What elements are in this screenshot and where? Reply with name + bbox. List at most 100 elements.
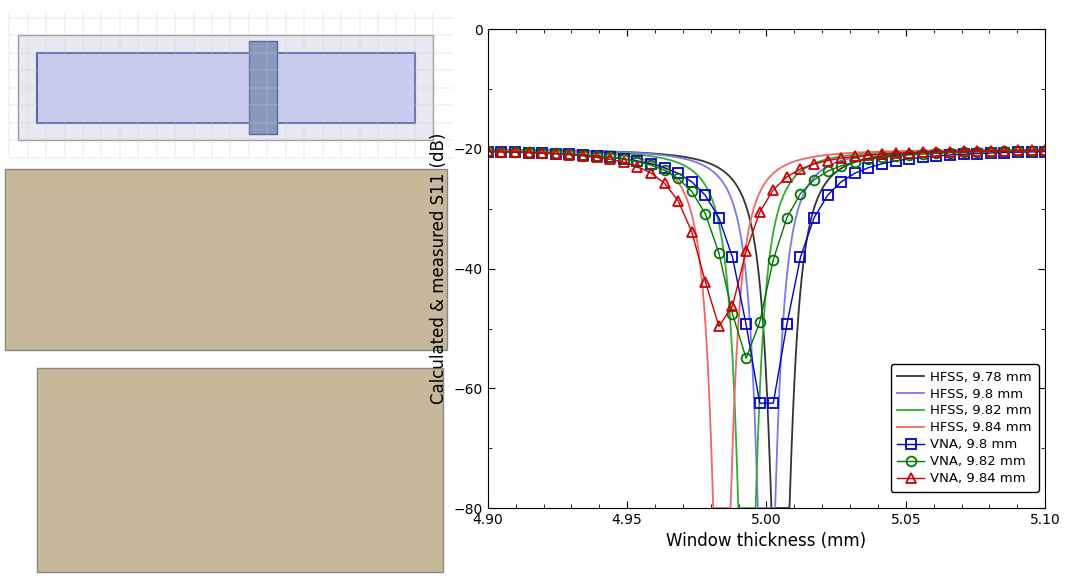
VNA, 9.82 mm bbox=[481, 148, 494, 155]
VNA, 9.82 mm bbox=[984, 148, 997, 155]
VNA, 9.8 mm bbox=[577, 151, 590, 158]
VNA, 9.84 mm bbox=[930, 148, 943, 155]
HFSS, 9.8 mm bbox=[545, 147, 557, 154]
HFSS, 9.78 mm bbox=[481, 146, 494, 153]
HFSS, 9.84 mm bbox=[578, 149, 591, 156]
VNA, 9.84 mm bbox=[1012, 147, 1025, 154]
HFSS, 9.84 mm bbox=[545, 148, 557, 155]
FancyBboxPatch shape bbox=[18, 35, 433, 140]
VNA, 9.8 mm bbox=[1039, 148, 1052, 155]
VNA, 9.8 mm bbox=[631, 158, 644, 165]
VNA, 9.82 mm bbox=[903, 151, 915, 158]
VNA, 9.8 mm bbox=[766, 399, 779, 406]
HFSS, 9.84 mm bbox=[968, 147, 981, 154]
VNA, 9.8 mm bbox=[508, 149, 521, 156]
HFSS, 9.78 mm bbox=[695, 157, 708, 164]
VNA, 9.8 mm bbox=[740, 321, 753, 328]
VNA, 9.8 mm bbox=[903, 155, 915, 162]
VNA, 9.82 mm bbox=[672, 175, 685, 182]
VNA, 9.82 mm bbox=[821, 168, 834, 175]
VNA, 9.84 mm bbox=[522, 149, 535, 156]
VNA, 9.82 mm bbox=[563, 151, 576, 158]
VNA, 9.84 mm bbox=[495, 148, 508, 155]
VNA, 9.8 mm bbox=[754, 399, 766, 406]
VNA, 9.82 mm bbox=[549, 150, 562, 157]
VNA, 9.8 mm bbox=[536, 150, 549, 157]
VNA, 9.8 mm bbox=[848, 170, 861, 177]
VNA, 9.82 mm bbox=[536, 150, 549, 157]
VNA, 9.84 mm bbox=[889, 150, 902, 157]
VNA, 9.82 mm bbox=[889, 152, 902, 159]
HFSS, 9.82 mm bbox=[1028, 146, 1041, 153]
VNA, 9.82 mm bbox=[644, 162, 657, 169]
VNA, 9.84 mm bbox=[794, 165, 807, 172]
HFSS, 9.84 mm bbox=[719, 505, 732, 512]
HFSS, 9.84 mm bbox=[481, 147, 494, 154]
HFSS, 9.8 mm bbox=[578, 147, 591, 154]
VNA, 9.8 mm bbox=[794, 253, 807, 260]
VNA, 9.84 mm bbox=[903, 150, 915, 157]
Line: HFSS, 9.78 mm: HFSS, 9.78 mm bbox=[488, 150, 1045, 508]
X-axis label: Window thickness (mm): Window thickness (mm) bbox=[667, 533, 866, 551]
HFSS, 9.8 mm bbox=[695, 161, 708, 168]
VNA, 9.82 mm bbox=[930, 150, 943, 157]
Legend: HFSS, 9.78 mm, HFSS, 9.8 mm, HFSS, 9.82 mm, HFSS, 9.84 mm, VNA, 9.8 mm, VNA, 9.8: HFSS, 9.78 mm, HFSS, 9.8 mm, HFSS, 9.82 … bbox=[891, 364, 1039, 492]
VNA, 9.82 mm bbox=[971, 148, 984, 155]
Line: VNA, 9.8 mm: VNA, 9.8 mm bbox=[482, 147, 1051, 408]
VNA, 9.82 mm bbox=[917, 151, 929, 158]
VNA, 9.8 mm bbox=[590, 152, 602, 159]
VNA, 9.84 mm bbox=[508, 148, 521, 155]
VNA, 9.82 mm bbox=[658, 167, 671, 174]
HFSS, 9.78 mm bbox=[765, 505, 778, 512]
Line: HFSS, 9.82 mm: HFSS, 9.82 mm bbox=[488, 150, 1045, 508]
VNA, 9.82 mm bbox=[740, 354, 753, 361]
VNA, 9.8 mm bbox=[1025, 148, 1038, 155]
VNA, 9.82 mm bbox=[577, 151, 590, 158]
FancyBboxPatch shape bbox=[36, 53, 415, 123]
VNA, 9.8 mm bbox=[644, 160, 657, 167]
VNA, 9.84 mm bbox=[957, 148, 970, 155]
VNA, 9.8 mm bbox=[1012, 149, 1025, 156]
VNA, 9.84 mm bbox=[644, 169, 657, 176]
VNA, 9.84 mm bbox=[766, 186, 779, 193]
VNA, 9.82 mm bbox=[835, 162, 848, 169]
VNA, 9.84 mm bbox=[1039, 147, 1052, 154]
VNA, 9.84 mm bbox=[754, 208, 766, 215]
HFSS, 9.82 mm bbox=[968, 147, 981, 154]
VNA, 9.8 mm bbox=[971, 150, 984, 157]
VNA, 9.84 mm bbox=[1025, 147, 1038, 154]
Line: HFSS, 9.8 mm: HFSS, 9.8 mm bbox=[488, 150, 1045, 508]
HFSS, 9.8 mm bbox=[1028, 147, 1041, 154]
VNA, 9.8 mm bbox=[672, 170, 685, 177]
VNA, 9.8 mm bbox=[780, 321, 793, 328]
HFSS, 9.78 mm bbox=[719, 169, 732, 176]
HFSS, 9.78 mm bbox=[1039, 147, 1052, 154]
HFSS, 9.82 mm bbox=[732, 505, 745, 512]
VNA, 9.84 mm bbox=[821, 157, 834, 164]
VNA, 9.8 mm bbox=[713, 214, 726, 221]
VNA, 9.82 mm bbox=[780, 214, 793, 221]
VNA, 9.82 mm bbox=[631, 158, 644, 165]
VNA, 9.82 mm bbox=[685, 188, 698, 195]
HFSS, 9.82 mm bbox=[695, 176, 708, 183]
VNA, 9.82 mm bbox=[1039, 147, 1052, 154]
VNA, 9.8 mm bbox=[481, 148, 494, 155]
VNA, 9.8 mm bbox=[835, 178, 848, 185]
VNA, 9.84 mm bbox=[998, 147, 1011, 154]
VNA, 9.82 mm bbox=[1025, 147, 1038, 154]
VNA, 9.84 mm bbox=[984, 147, 997, 154]
HFSS, 9.78 mm bbox=[968, 147, 981, 154]
VNA, 9.8 mm bbox=[549, 150, 562, 157]
VNA, 9.8 mm bbox=[957, 151, 970, 158]
VNA, 9.8 mm bbox=[917, 154, 929, 161]
HFSS, 9.82 mm bbox=[481, 147, 494, 154]
VNA, 9.84 mm bbox=[807, 161, 820, 168]
VNA, 9.82 mm bbox=[617, 155, 630, 162]
VNA, 9.82 mm bbox=[699, 210, 712, 217]
VNA, 9.84 mm bbox=[549, 150, 562, 157]
Line: VNA, 9.82 mm: VNA, 9.82 mm bbox=[482, 146, 1051, 363]
VNA, 9.84 mm bbox=[536, 150, 549, 157]
FancyBboxPatch shape bbox=[4, 169, 447, 350]
HFSS, 9.84 mm bbox=[1039, 146, 1052, 153]
VNA, 9.82 mm bbox=[862, 156, 875, 163]
